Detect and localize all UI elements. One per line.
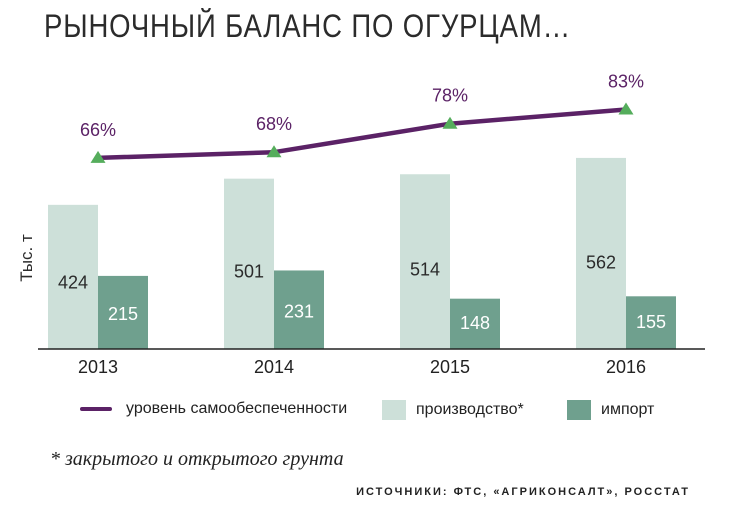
- x-tick-label: 2016: [606, 357, 646, 377]
- legend-production-swatch: [382, 400, 406, 420]
- line-layer: 66% 68% 78% 83%: [80, 71, 644, 162]
- production-value-label: 501: [234, 261, 264, 281]
- legend: уровень самообеспеченности производство*…: [0, 400, 730, 424]
- legend-line-swatch: [80, 407, 112, 411]
- legend-label: импорт: [601, 401, 654, 419]
- footnote: * закрытого и открытого грунта: [50, 448, 344, 471]
- self-sufficiency-label: 83%: [608, 71, 644, 91]
- bars-layer: 424 215 501 231 514 148 562 155: [48, 158, 676, 349]
- import-value-label: 155: [636, 312, 666, 332]
- chart-plot: Тыс. т 424 215 501 231 514 148 562 155 2013 2014…: [0, 0, 730, 400]
- import-value-label: 148: [460, 313, 490, 333]
- legend-import-swatch: [567, 400, 591, 420]
- sources-note: ИСТОЧНИКИ: ФТС, «АГРИКОНСАЛТ», РОССТАТ: [356, 486, 690, 498]
- y-axis-label: Тыс. т: [17, 234, 36, 282]
- import-value-label: 231: [284, 302, 314, 322]
- legend-label: производство*: [416, 401, 524, 419]
- legend-item-self-sufficiency: уровень самообеспеченности: [80, 400, 347, 418]
- x-tick-label: 2015: [430, 357, 470, 377]
- legend-item-import: импорт: [567, 400, 654, 420]
- x-tick-label: 2014: [254, 357, 294, 377]
- self-sufficiency-label: 68%: [256, 114, 292, 134]
- production-value-label: 514: [410, 260, 440, 280]
- legend-item-production: производство*: [382, 400, 524, 420]
- x-tick-label: 2013: [78, 357, 118, 377]
- self-sufficiency-line: [98, 109, 626, 157]
- self-sufficiency-label: 66%: [80, 120, 116, 140]
- production-value-label: 424: [58, 272, 88, 292]
- import-value-label: 215: [108, 304, 138, 324]
- ticks-layer: 2013 2014 2015 2016: [78, 357, 646, 377]
- self-sufficiency-label: 78%: [432, 86, 468, 106]
- legend-label: уровень самообеспеченности: [126, 400, 347, 418]
- production-value-label: 562: [586, 253, 616, 273]
